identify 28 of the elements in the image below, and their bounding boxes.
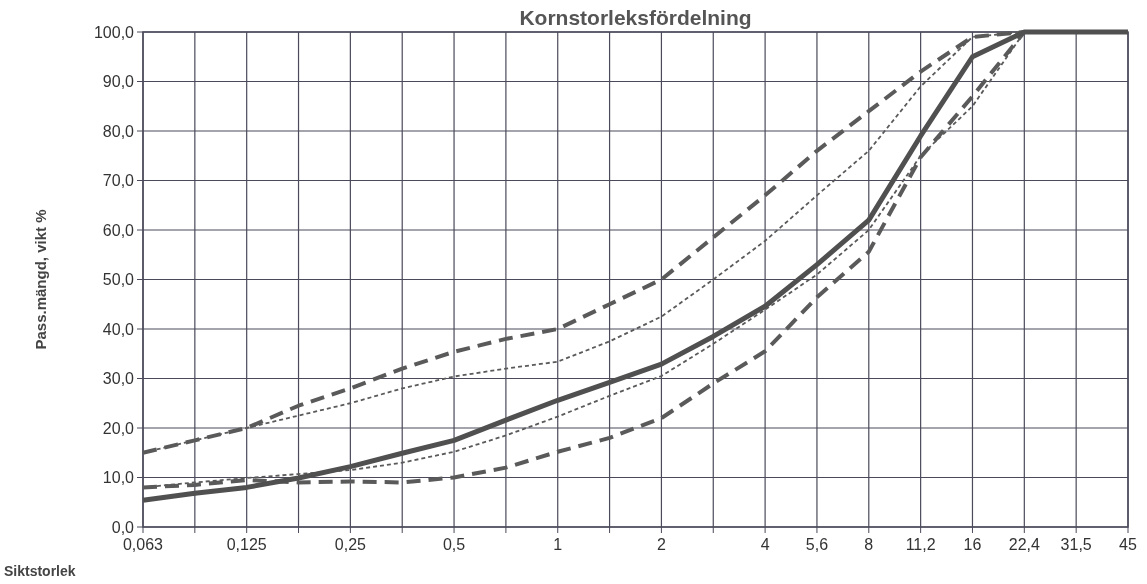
y-tick-label: 50,0 [102,271,135,289]
chart-title: Kornstorleksfördelning [519,6,752,29]
x-axis-title: Siktstorlek [4,563,76,579]
y-tick-label: 20,0 [102,419,135,437]
x-tick-label: 16 [963,536,982,553]
y-axis-title: Pass.mängd, vikt % [32,209,49,350]
x-tick-label: 0,5 [442,536,466,553]
x-tick-label: 11,2 [905,536,936,553]
x-tick-label: 1 [553,536,563,553]
y-tick-label: 30,0 [102,370,135,388]
x-tick-label: 5,6 [805,536,829,553]
x-tick-label: 45 [1119,536,1137,553]
x-tick-label: 31,5 [1060,536,1092,553]
y-tick-label: 40,0 [102,320,135,338]
x-tick-label: 0,125 [226,536,267,553]
y-tick-label: 80,0 [102,122,135,140]
y-tick-label: 10,0 [102,469,135,487]
x-tick-label: 0,25 [334,536,367,553]
x-tick-label: 0,063 [122,536,164,553]
x-tick-label: 4 [760,536,770,553]
y-tick-label: 0,0 [111,518,135,536]
x-tick-label: 22,4 [1008,536,1040,553]
y-tick-label: 60,0 [102,221,135,239]
y-tick-label: 100,0 [93,23,135,41]
y-tick-label: 70,0 [102,172,135,190]
y-tick-label: 90,0 [102,73,135,91]
x-tick-label: 2 [656,536,666,553]
x-tick-label: 8 [864,536,874,553]
